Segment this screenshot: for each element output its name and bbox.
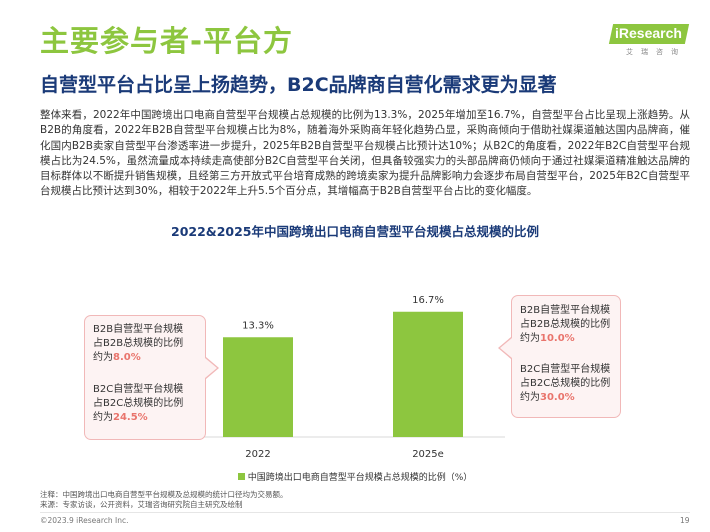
iresearch-logo: iResearch 艾瑞咨询 — [608, 24, 690, 64]
page-number: 19 — [680, 516, 690, 525]
legend-swatch — [237, 473, 245, 480]
callout-line: 占B2B总规模的比例 — [520, 319, 611, 330]
callout-2025-b2c: B2C自营型平台规模 占B2C总规模的比例 约为30.0% — [520, 363, 610, 405]
callout-line: 占B2C总规模的比例 — [93, 398, 184, 409]
callout-line: 占B2B总规模的比例 — [93, 338, 184, 349]
page-title: 主要参与者-平台方 — [40, 24, 294, 58]
callout-2022-b2c: B2C自营型平台规模 占B2C总规模的比例 约为24.5% — [93, 383, 183, 425]
callout-2025: B2B自营型平台规模 占B2B总规模的比例 约为10.0% B2C自营型平台规模… — [511, 295, 621, 418]
x-tick-label: 2025e — [412, 449, 444, 460]
note-text: 注释：中国跨境出口电商自营型平台规模及总规模的统计口径均为交易额。 — [40, 490, 288, 499]
callout-value: 10.0% — [540, 333, 575, 344]
callout-2022-b2b: B2B自营型平台规模 占B2B总规模的比例 约为8.0% — [93, 323, 183, 365]
callout-prefix: 约为 — [520, 392, 540, 403]
logo-subtext: 艾瑞咨询 — [626, 48, 686, 56]
callout-line: 约为24.5% — [93, 411, 183, 425]
callout-line: 占B2C总规模的比例 — [520, 378, 611, 389]
callout-prefix: 约为 — [93, 352, 113, 363]
x-tick-label: 2022 — [245, 449, 270, 460]
callout-line: B2B自营型平台规模 — [520, 305, 611, 316]
callout-value: 30.0% — [540, 392, 575, 403]
bar-2022 — [223, 337, 293, 437]
bar-value-label: 16.7% — [412, 295, 444, 306]
callout-value: 24.5% — [113, 412, 148, 423]
logo-text: iResearch — [615, 25, 682, 41]
callout-prefix: 约为 — [520, 333, 540, 344]
callout-line: 约为30.0% — [520, 391, 610, 405]
callout-line: 约为8.0% — [93, 351, 183, 365]
page-subtitle: 自营型平台占比呈上扬趋势，B2C品牌商自营化需求更为显著 — [40, 74, 557, 96]
chart-title: 2022&2025年中国跨境出口电商自营型平台规模占总规模的比例 — [171, 224, 539, 239]
callout-prefix: 约为 — [93, 412, 113, 423]
legend-label: 中国跨境出口电商自营型平台规模占总规模的比例（%） — [247, 473, 473, 483]
callout-line: B2C自营型平台规模 — [93, 384, 184, 395]
chart-legend: 中国跨境出口电商自营型平台规模占总规模的比例（%） — [0, 470, 710, 483]
body-paragraph: 整体来看，2022年中国跨境出口电商自营型平台规模占总规模的比例为13.3%，2… — [40, 109, 690, 198]
bar-value-label: 13.3% — [242, 320, 274, 331]
callout-value: 8.0% — [113, 352, 141, 363]
callout-2025-b2b: B2B自营型平台规模 占B2B总规模的比例 约为10.0% — [520, 304, 610, 346]
source-text: 来源：专家访谈，公开资料，艾瑞咨询研究院自主研究及绘制 — [40, 500, 243, 509]
callout-2022: B2B自营型平台规模 占B2B总规模的比例 约为8.0% B2C自营型平台规模 … — [84, 315, 206, 440]
callout-2025-arrow-fill — [500, 338, 512, 358]
footer-divider — [40, 512, 690, 513]
callout-line: B2C自营型平台规模 — [520, 364, 611, 375]
footnotes: 注释：中国跨境出口电商自营型平台规模及总规模的统计口径均为交易额。 来源：专家访… — [40, 490, 288, 510]
callout-line: B2B自营型平台规模 — [93, 324, 184, 335]
callout-line: 约为10.0% — [520, 332, 610, 346]
bar-2025e — [393, 311, 463, 437]
callout-2022-arrow-fill — [205, 358, 217, 378]
copyright: ©2023.9 iResearch Inc. — [40, 516, 129, 525]
